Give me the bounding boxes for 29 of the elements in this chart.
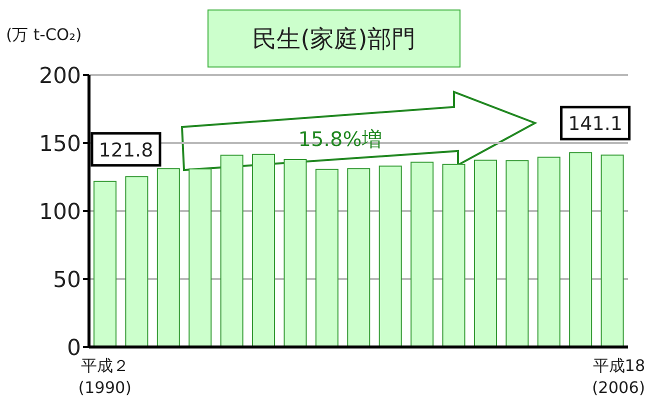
bar [188, 168, 212, 347]
bar [220, 154, 244, 347]
bar [252, 154, 276, 347]
y-axis-title: (万 t-CO₂) [6, 25, 82, 44]
bar [474, 160, 497, 347]
bar [378, 166, 402, 347]
bar [537, 156, 560, 347]
x-tick-label: 平成２ (1990) [78, 356, 132, 397]
bar [600, 154, 624, 347]
data-label: 141.1 [568, 113, 622, 136]
bar [410, 162, 434, 347]
y-tick-label: 150 [39, 132, 81, 157]
bar [94, 180, 116, 347]
bar [284, 158, 307, 347]
bar [125, 176, 148, 347]
y-tick-label: 100 [39, 200, 81, 225]
bar [347, 168, 370, 347]
y-tick-label: 0 [67, 336, 81, 361]
bar [156, 168, 180, 347]
bar [569, 152, 592, 347]
bar [442, 164, 466, 347]
y-tick-label: 200 [39, 64, 81, 89]
data-label: 121.8 [98, 139, 154, 162]
bar [506, 160, 529, 347]
chart-title: 民生(家庭)部門 [252, 25, 416, 53]
annotation: 15.8%増 [298, 127, 382, 151]
y-tick-label: 50 [53, 268, 81, 293]
bar [315, 168, 338, 347]
x-tick-label: 平成18 (2006) [592, 356, 646, 397]
